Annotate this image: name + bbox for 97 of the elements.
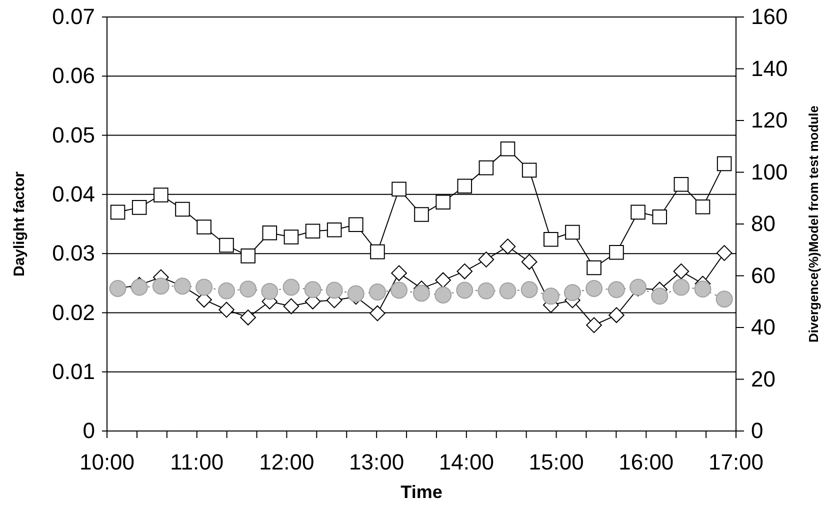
point [716,156,732,172]
y-tick-label: 0.05 [52,122,95,148]
point [326,282,343,299]
point [672,278,690,296]
point [240,310,256,326]
point [630,204,646,220]
point [196,278,213,296]
point [218,282,235,300]
point [434,286,452,304]
point [586,280,603,297]
point [392,182,406,196]
point [522,162,537,178]
point [564,284,581,302]
y-tick-label: 0.03 [52,240,95,266]
y-tick-label: 0.04 [52,181,95,206]
point [347,285,364,302]
point [456,282,474,299]
point [262,225,278,240]
point [348,217,364,232]
point [414,207,429,222]
x-axis-title: Time [400,482,442,502]
point [586,317,602,334]
point [521,254,538,270]
point [240,248,256,264]
point [608,281,625,298]
x-tick-label: 12:00 [259,450,314,475]
y2-tick-label: 80 [751,211,776,236]
y-tick-label: 0.06 [52,63,95,88]
point [196,220,212,234]
point [326,222,342,238]
point [716,290,733,308]
point [586,260,602,276]
x-tick-label: 17:00 [708,450,764,475]
point [413,284,430,302]
point [240,280,257,298]
point [609,244,624,260]
y2-tick-label: 140 [751,56,788,81]
point [694,280,712,298]
point [478,282,495,300]
point [695,199,710,214]
point [499,282,516,300]
y2-axis-title: Divergence(%)Model from test module [806,106,821,342]
x-tick-label: 16:00 [618,450,674,475]
x-tick-label: 10:00 [79,450,135,475]
point [390,282,408,299]
point [457,178,472,194]
point [435,272,451,288]
point [608,307,624,323]
point [716,245,732,261]
point [500,238,516,254]
point [175,202,190,217]
point [456,263,473,280]
x-tick-label: 15:00 [528,450,584,475]
y2-tick-label: 60 [751,262,776,288]
point [282,278,300,296]
point [478,252,494,268]
y2-tick-label: 160 [751,4,788,30]
point [544,232,558,247]
point [152,278,170,295]
point [520,281,538,298]
y-tick-label: 0.07 [52,4,95,30]
y2-tick-label: 100 [751,159,788,184]
point [130,278,148,296]
y2-tick-label: 20 [751,366,776,392]
point [154,188,168,202]
point [219,238,234,253]
y-tick-label: 0.01 [52,358,95,384]
point [673,263,690,280]
point [284,230,299,244]
y-axis-title: Daylight factor [11,171,28,277]
point [110,204,126,220]
y-tick-label: 0 [82,418,95,444]
y-tick-label: 0.02 [52,300,95,325]
point [370,244,385,260]
point [500,141,516,156]
point [304,281,322,298]
point [651,288,668,305]
point [218,302,234,318]
y2-tick-label: 0 [751,418,764,444]
x-tick-label: 11:00 [170,450,224,475]
point [305,224,320,238]
point [261,282,278,300]
point [132,200,147,215]
point [283,298,300,314]
point [436,194,450,210]
point [652,210,668,224]
point [478,160,494,176]
point [391,265,407,282]
point [542,288,560,305]
point [565,224,580,240]
point [674,176,689,192]
y2-tick-label: 120 [751,108,788,133]
point [370,305,386,322]
x-tick-label: 14:00 [438,450,494,475]
x-tick-label: 13:00 [349,450,404,475]
point [368,284,386,300]
y2-tick-label: 40 [751,314,776,340]
